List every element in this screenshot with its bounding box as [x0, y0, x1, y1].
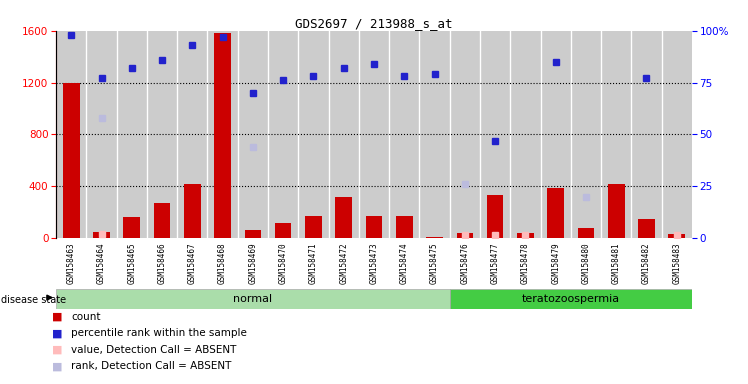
Bar: [480, 31, 510, 238]
Text: percentile rank within the sample: percentile rank within the sample: [71, 328, 247, 338]
Text: GSM158476: GSM158476: [460, 242, 469, 283]
Bar: [662, 31, 692, 238]
Text: GSM158472: GSM158472: [340, 242, 349, 283]
Title: GDS2697 / 213988_s_at: GDS2697 / 213988_s_at: [295, 17, 453, 30]
Text: ■: ■: [52, 345, 63, 355]
Bar: [298, 31, 328, 238]
Bar: [63, 83, 79, 238]
Bar: [366, 216, 382, 238]
Text: ■: ■: [52, 312, 63, 322]
Bar: [669, 234, 685, 238]
Bar: [245, 230, 261, 238]
Bar: [214, 33, 231, 238]
Text: rank, Detection Call = ABSENT: rank, Detection Call = ABSENT: [71, 361, 231, 371]
Bar: [601, 31, 631, 238]
Text: ■: ■: [52, 361, 63, 371]
Bar: [456, 233, 473, 238]
Text: count: count: [71, 312, 100, 322]
Text: value, Detection Call = ABSENT: value, Detection Call = ABSENT: [71, 345, 236, 355]
Text: normal: normal: [233, 294, 272, 304]
Bar: [147, 31, 177, 238]
Text: GSM158475: GSM158475: [430, 242, 439, 283]
Text: GSM158478: GSM158478: [521, 242, 530, 283]
Text: GSM158466: GSM158466: [158, 242, 167, 283]
Bar: [638, 218, 654, 238]
Bar: [420, 31, 450, 238]
Bar: [396, 216, 413, 238]
Bar: [450, 31, 480, 238]
Bar: [177, 31, 207, 238]
Bar: [426, 237, 443, 238]
FancyBboxPatch shape: [450, 289, 692, 309]
Text: GSM158470: GSM158470: [279, 242, 288, 283]
Text: GSM158481: GSM158481: [612, 242, 621, 283]
Bar: [487, 195, 503, 238]
Bar: [631, 31, 662, 238]
Text: GSM158473: GSM158473: [370, 242, 378, 283]
Bar: [510, 31, 541, 238]
Bar: [305, 216, 322, 238]
Text: teratozoospermia: teratozoospermia: [522, 294, 620, 304]
Bar: [608, 184, 625, 238]
Text: GSM158480: GSM158480: [581, 242, 590, 283]
Bar: [86, 31, 117, 238]
Bar: [335, 197, 352, 238]
Text: GSM158467: GSM158467: [188, 242, 197, 283]
Text: ■: ■: [52, 328, 63, 338]
Bar: [94, 232, 110, 238]
Text: GSM158474: GSM158474: [399, 242, 408, 283]
FancyBboxPatch shape: [56, 289, 450, 309]
Bar: [238, 31, 268, 238]
Text: GSM158471: GSM158471: [309, 242, 318, 283]
Bar: [328, 31, 359, 238]
Bar: [389, 31, 420, 238]
Bar: [577, 228, 594, 238]
Text: GSM158483: GSM158483: [672, 242, 681, 283]
Text: GSM158463: GSM158463: [67, 242, 76, 283]
Bar: [117, 31, 147, 238]
Bar: [541, 31, 571, 238]
Bar: [123, 217, 140, 238]
Bar: [154, 203, 171, 238]
Text: GSM158477: GSM158477: [491, 242, 500, 283]
Bar: [275, 223, 292, 238]
Text: GSM158464: GSM158464: [97, 242, 106, 283]
Bar: [56, 31, 86, 238]
Bar: [207, 31, 238, 238]
Text: GSM158482: GSM158482: [642, 242, 651, 283]
Bar: [517, 233, 534, 238]
Bar: [571, 31, 601, 238]
Text: GSM158468: GSM158468: [218, 242, 227, 283]
Bar: [548, 187, 564, 238]
Text: GSM158479: GSM158479: [551, 242, 560, 283]
Text: disease state: disease state: [1, 295, 67, 305]
Bar: [268, 31, 298, 238]
Text: GSM158469: GSM158469: [248, 242, 257, 283]
Text: GSM158465: GSM158465: [127, 242, 136, 283]
Bar: [359, 31, 389, 238]
Bar: [184, 184, 200, 238]
